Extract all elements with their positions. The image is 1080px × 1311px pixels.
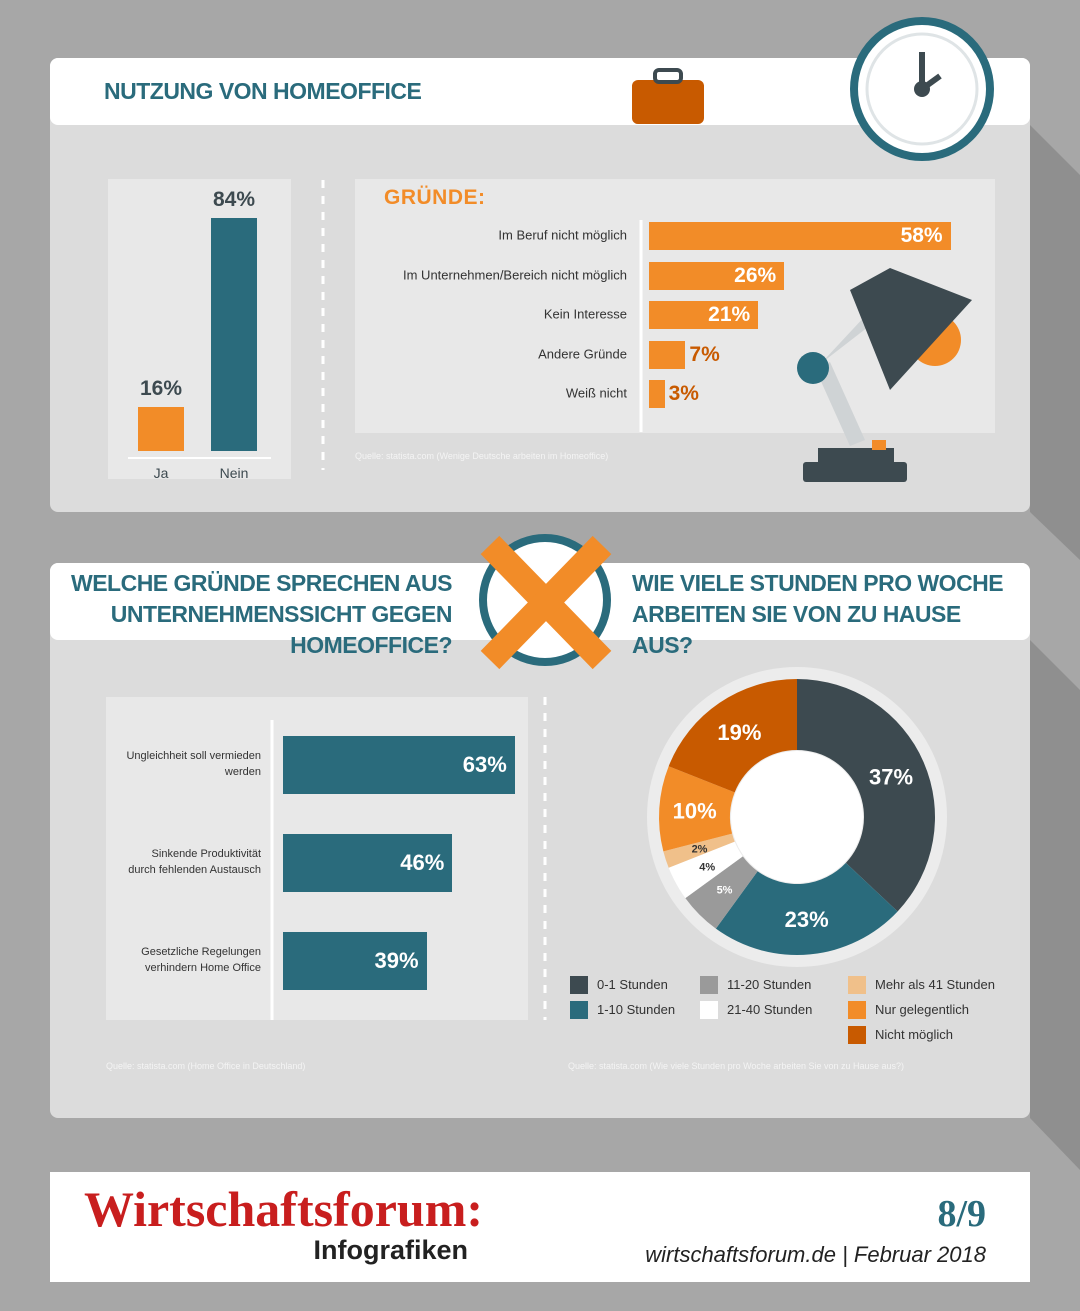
bar <box>211 218 257 451</box>
chart-title: WIE VIELE STUNDEN PRO WOCHE ARBEITEN SIE… <box>632 570 1004 658</box>
x-tick-label: Nein <box>219 465 249 481</box>
bar <box>283 736 515 794</box>
category-label: Sinkende Produktivität durch fehlenden A… <box>128 848 261 876</box>
category-label: Weiß nicht <box>565 385 627 401</box>
shadow <box>1030 125 1080 560</box>
bar <box>649 340 686 369</box>
section-title: NUTZUNG VON HOMEOFFICE <box>104 78 422 104</box>
credit: wirtschaftsforum.de | Februar 2018 <box>645 1242 986 1267</box>
source: Quelle: statista.com (Wenige Deutsche ar… <box>355 451 609 461</box>
bar <box>283 834 453 892</box>
legend-swatch <box>848 1001 866 1019</box>
chart-title: GRÜNDE: <box>384 186 486 209</box>
bar <box>138 406 184 451</box>
legend-swatch <box>700 976 718 994</box>
donut-hole <box>731 751 863 883</box>
legend-label: Mehr als 41 Stunden <box>875 977 995 992</box>
value-label: 3% <box>668 382 699 405</box>
x-tick-label: Ja <box>153 465 169 481</box>
footer <box>50 1172 1030 1282</box>
lamp <box>797 268 972 482</box>
brand: Wirtschaftsforum: <box>84 1181 483 1237</box>
legend-label: 11-20 Stunden <box>727 977 812 992</box>
value-label: 37% <box>869 764 913 789</box>
value-label: 2% <box>692 844 708 856</box>
legend-swatch <box>700 1001 718 1019</box>
legend-label: 0-1 Stunden <box>597 977 668 992</box>
value-label: 10% <box>673 799 717 824</box>
category-label: Kein Interesse <box>543 306 627 322</box>
clock <box>850 17 994 161</box>
legend-label: Nur gelegentlich <box>875 1002 969 1017</box>
value-label: 46% <box>400 850 445 875</box>
value-label: 63% <box>462 752 507 777</box>
value-label: 26% <box>734 263 777 287</box>
legend-swatch <box>570 976 588 994</box>
crossed-clock <box>479 534 612 670</box>
value-label: 19% <box>717 720 761 745</box>
legend-label: Nicht möglich <box>875 1027 954 1042</box>
bar <box>649 301 759 329</box>
bar <box>283 932 427 990</box>
category-label: Im Beruf nicht möglich <box>498 227 627 243</box>
bar <box>649 222 951 250</box>
value-label: 84% <box>212 188 256 212</box>
legend-swatch <box>848 1026 866 1044</box>
pie-slice <box>715 862 898 956</box>
value-label: 39% <box>374 948 419 973</box>
pie-slice <box>797 679 936 912</box>
pie-slice <box>663 833 735 868</box>
shadow <box>1030 640 1080 1170</box>
source: Quelle: statista.com (Wie viele Stunden … <box>568 1061 905 1071</box>
chart-title: WELCHE GRÜNDE SPRECHEN AUS UNTERNEHMENSS… <box>70 570 453 658</box>
legend-swatch <box>848 976 866 994</box>
value-label: 23% <box>785 907 829 932</box>
category-label: Im Unternehmen/Bereich nicht möglich <box>403 267 627 283</box>
value-label: 21% <box>708 303 751 326</box>
category-label: Andere Gründe <box>538 346 627 362</box>
legend-swatch <box>570 1001 588 1019</box>
pie-slice <box>658 766 735 852</box>
brand-subtitle: Infografiken <box>313 1235 468 1265</box>
value-label: 5% <box>717 884 733 896</box>
bar <box>649 380 665 408</box>
page-number: 8/9 <box>937 1193 986 1235</box>
legend-label: 21-40 Stunden <box>727 1002 813 1017</box>
value-label: 58% <box>900 224 943 247</box>
legend-label: 1-10 Stunden <box>597 1002 676 1017</box>
value-label: 7% <box>689 342 720 366</box>
value-label: 16% <box>139 376 183 400</box>
source: Quelle: statista.com (Home Office in Deu… <box>106 1061 306 1071</box>
pie-slice <box>668 841 743 899</box>
category-label: Gesetzliche Regelungen verhindern Home O… <box>141 946 261 974</box>
bar <box>649 261 785 290</box>
pie-slice <box>685 856 758 929</box>
bag <box>632 68 704 124</box>
category-label: Ungleichheit soll vermieden werden <box>126 750 261 778</box>
panel-header <box>50 58 1030 125</box>
value-label: 4% <box>699 861 715 873</box>
pie-slice <box>668 679 797 793</box>
